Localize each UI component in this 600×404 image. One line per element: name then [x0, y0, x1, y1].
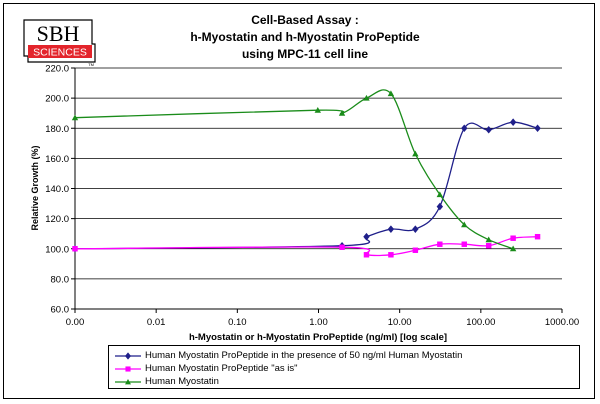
data-point: [363, 232, 370, 241]
data-point: [363, 94, 370, 101]
legend-swatch-marker: [125, 378, 131, 384]
data-point: [72, 246, 78, 252]
y-tick-label: 200.0: [45, 94, 69, 105]
x-tick-label: 1.00: [309, 317, 328, 328]
legend-label: Human Myostatin: [145, 376, 219, 387]
data-point: [485, 236, 492, 243]
series-2: [72, 233, 541, 258]
y-tick-label: 120.0: [45, 214, 69, 225]
data-point: [71, 114, 79, 121]
svg-text:SBH: SBH: [37, 21, 80, 46]
legend-entry: Human Myostatin ProPeptide "as is": [115, 362, 297, 375]
data-point: [437, 241, 443, 247]
x-tick-label: 1000.00: [545, 317, 579, 328]
series-line: [74, 121, 538, 250]
axis-labels: Relative Growth (%) h-Myostatin or h-Myo…: [30, 145, 447, 343]
data-point: [461, 221, 468, 228]
x-tick-label: 10.00: [388, 317, 412, 328]
sbh-sciences-logo: SBH SCIENCES TM: [22, 16, 98, 68]
data-point: [412, 247, 419, 253]
data-point: [387, 90, 395, 97]
data-point: [461, 124, 468, 133]
svg-text:SCIENCES: SCIENCES: [33, 47, 87, 59]
x-tick-label: 100.00: [466, 317, 495, 328]
gridlines: [75, 67, 562, 280]
data-point: [510, 235, 516, 241]
x-tick-label: 0.10: [228, 317, 247, 328]
legend-label: Human Myostatin ProPeptide "as is": [145, 363, 298, 374]
data-point: [509, 245, 517, 252]
svg-text:TM: TM: [88, 62, 94, 67]
y-tick-label: 80.0: [51, 274, 70, 285]
chart-title-line-2: h-Myostatin and h-Myostatin ProPeptide: [190, 30, 420, 44]
x-axis-label: h-Myostatin or h-Myostatin ProPeptide (n…: [189, 332, 447, 343]
data-point: [509, 118, 517, 127]
legend-swatch: [115, 365, 141, 372]
data-point: [534, 124, 541, 133]
chart-title-line-1: Cell-Based Assay :: [251, 13, 359, 27]
chart-title-line-3: using MPC-11 cell line: [241, 47, 369, 61]
legend-swatch: [115, 351, 141, 360]
legend: Human Myostatin ProPeptide in the presen…: [108, 345, 580, 389]
series-3: [71, 89, 517, 252]
y-tick-label: 60.0: [51, 305, 70, 316]
y-axis-label: Relative Growth (%): [30, 145, 40, 230]
chart-title: Cell-Based Assay : h-Myostatin and h-Myo…: [160, 12, 450, 63]
series-1: [71, 118, 541, 253]
data-point: [338, 109, 346, 116]
legend-swatch-marker: [125, 351, 131, 360]
legend-entry: Human Myostatin: [115, 375, 219, 388]
data-point: [436, 202, 444, 211]
y-tick-label: 220.0: [45, 64, 69, 75]
data-point: [534, 233, 541, 240]
chart-frame: [3, 3, 595, 399]
data-point: [412, 225, 419, 233]
data-point: [485, 243, 492, 249]
x-tick-label: 0.01: [147, 317, 166, 328]
legend-entry: Human Myostatin ProPeptide in the presen…: [115, 349, 462, 362]
data-point: [485, 125, 492, 134]
legend-swatch-marker: [125, 365, 131, 372]
series-line: [74, 89, 514, 250]
data-point: [363, 252, 370, 258]
data-point: [388, 252, 394, 258]
y-tick-label: 140.0: [45, 184, 69, 195]
y-tick-label: 160.0: [45, 154, 69, 165]
y-tick-label: 100.0: [45, 244, 69, 255]
data-point: [412, 150, 419, 157]
data-point: [314, 106, 321, 113]
y-tick-label: 180.0: [45, 124, 69, 135]
axes: 60.0 80.0 100.0 120.0 140.0 160.0 180.0 200.0 22…: [45, 64, 579, 329]
data-point: [436, 191, 444, 198]
series-layer: [71, 89, 541, 258]
x-tick-label: 0.00: [66, 317, 85, 328]
legend-label: Human Myostatin ProPeptide in the presen…: [145, 350, 463, 361]
data-point: [461, 241, 467, 247]
data-point: [339, 244, 345, 250]
legend-swatch: [115, 378, 141, 384]
data-point: [387, 225, 395, 233]
